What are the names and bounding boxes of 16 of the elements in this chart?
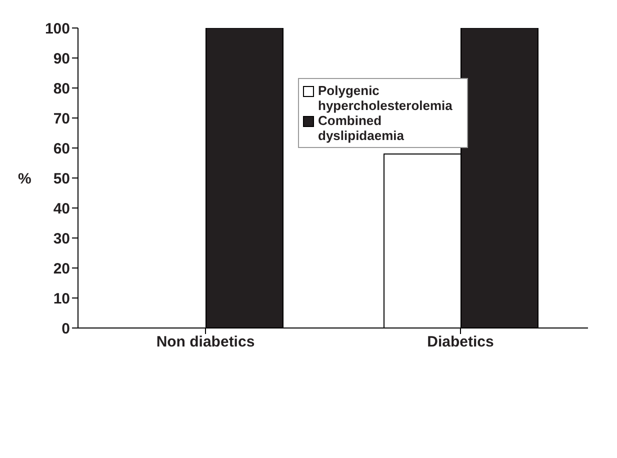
x-tick-label: Non diabetics — [156, 334, 255, 351]
y-tick-label: 40 — [53, 200, 70, 218]
x-tick-label: Diabetics — [427, 334, 494, 351]
y-tick-label: 100 — [44, 20, 70, 38]
y-tick-label: 20 — [53, 260, 70, 278]
y-tick-label: 80 — [53, 80, 70, 98]
legend-label: Polygenic hypercholesterolemia — [318, 83, 454, 113]
legend-label: Combined dyslipidaemia — [318, 113, 405, 143]
y-tick-label: 90 — [53, 50, 70, 68]
y-tick-label: 50 — [53, 170, 70, 188]
y-tick-label: 70 — [53, 110, 70, 128]
y-tick-label: 10 — [53, 290, 70, 308]
y-tick-label: 0 — [62, 320, 70, 338]
y-axis-title: % — [18, 170, 32, 188]
y-tick-label: 60 — [53, 140, 70, 158]
y-tick-label: 30 — [53, 230, 70, 248]
